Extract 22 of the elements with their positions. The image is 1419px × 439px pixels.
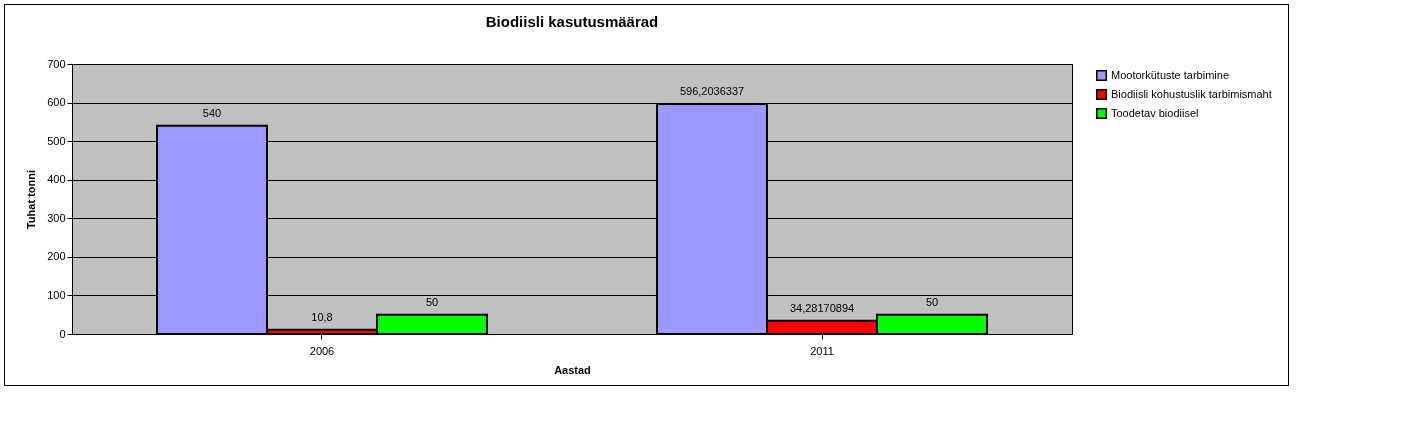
y-axis-title: Tuhat tonni [25, 169, 38, 230]
y-tick-label: 500 [47, 134, 66, 147]
legend-label: Biodiisli kohustuslik tarbimismaht [1111, 87, 1272, 100]
legend-label: Toodetav biodiisel [1111, 106, 1199, 119]
y-tick-label: 300 [47, 211, 66, 224]
y-tick-label: 600 [47, 96, 66, 109]
y-tick-label: 200 [47, 250, 66, 263]
y-tick-label: 100 [47, 288, 66, 301]
y-tick-label: 700 [47, 57, 66, 70]
data-label: 10,8 [311, 310, 333, 323]
x-tick-label: 2011 [810, 344, 834, 357]
data-label: 596,2036337 [679, 85, 745, 98]
y-tick-label: 400 [47, 173, 66, 186]
data-label: 50 [425, 295, 439, 308]
data-label: 34,28170894 [789, 301, 855, 314]
x-tick-label: 2006 [309, 344, 335, 357]
legend-label: Mootorkütuste tarbimine [1111, 68, 1229, 81]
x-axis-title: Aastad [554, 363, 591, 376]
chart-title: Biodiisli kasutusmäärad [485, 13, 659, 30]
data-label: 50 [925, 295, 939, 308]
data-label: 540 [202, 106, 222, 119]
y-tick-label: 0 [59, 327, 66, 340]
